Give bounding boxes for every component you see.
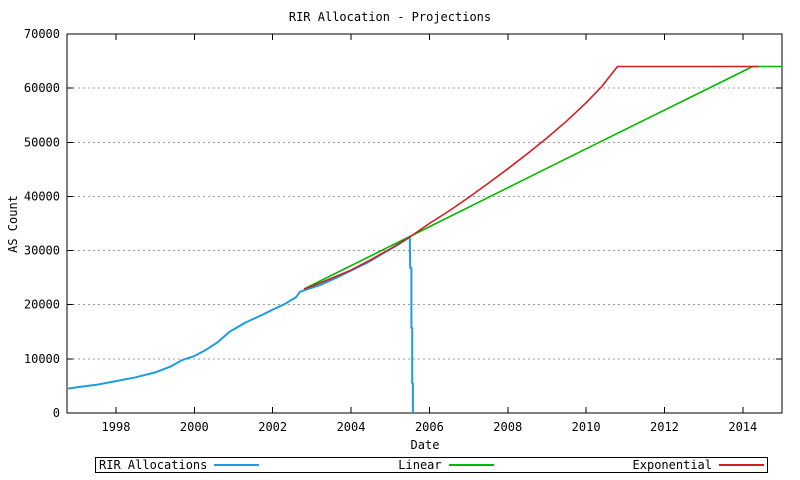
- plot-border: [66, 33, 783, 414]
- legend-label-linear: Linear: [398, 458, 442, 472]
- y-tick-label: 70000: [24, 27, 60, 41]
- legend-entry-rir-allocations: RIR Allocations: [99, 458, 260, 472]
- y-tick-label: 50000: [24, 135, 60, 149]
- legend-line-sample-exponential: [719, 464, 764, 466]
- legend-line-sample-rir-allocations: [214, 464, 260, 466]
- series-linear-line: [303, 65, 782, 290]
- y-tick-label: 10000: [24, 352, 60, 366]
- x-tick-label: 2000: [180, 420, 209, 434]
- y-tick-label: 60000: [24, 81, 60, 95]
- x-tick-label: 2006: [415, 420, 444, 434]
- chart-title: RIR Allocation - Projections: [288, 10, 492, 24]
- legend-label-rir-allocations: RIR Allocations: [99, 458, 208, 472]
- x-tick-label: 2012: [650, 420, 679, 434]
- x-tick-label: 2010: [572, 420, 601, 434]
- series-rir-allocations-line: [68, 236, 414, 413]
- x-tick-label: 2004: [337, 420, 366, 434]
- x-tick-label: 2008: [493, 420, 522, 434]
- y-tick-label: 20000: [24, 298, 60, 312]
- x-tick-label: 1998: [102, 420, 131, 434]
- y-tick-label: 40000: [24, 189, 60, 203]
- series-exponential-line: [303, 65, 759, 290]
- x-tick-label: 2014: [728, 420, 757, 434]
- plot-area: 1998 2000 2002 2004 2006 2008 2010 2012 2014 0 100…: [24, 27, 783, 434]
- y-tick-label: 30000: [24, 244, 60, 258]
- x-tick-label: 2002: [258, 420, 287, 434]
- legend-entry-linear: Linear: [398, 458, 494, 472]
- legend-line-sample-linear: [448, 464, 494, 466]
- legend-box: RIR Allocations Linear Exponential: [95, 457, 768, 473]
- legend-label-exponential: Exponential: [632, 458, 712, 472]
- x-axis-label: Date: [410, 438, 440, 452]
- y-tick-label: 0: [53, 406, 60, 420]
- legend-entry-exponential: Exponential: [633, 458, 764, 472]
